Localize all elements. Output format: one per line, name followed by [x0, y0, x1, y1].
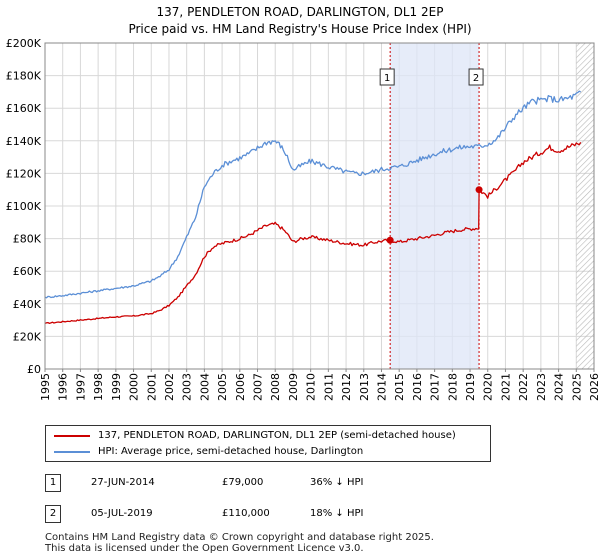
transaction-badge: 1: [45, 474, 61, 492]
y-tick-label: £200K: [6, 37, 42, 50]
x-tick-label: 2000: [128, 373, 141, 401]
transaction-point: [386, 236, 394, 244]
forecast-hatch: [576, 43, 594, 369]
x-tick-label: 2014: [375, 373, 388, 401]
x-tick-label: 2024: [553, 373, 566, 401]
series-line-hpi: [44, 90, 581, 299]
transaction-hpi-diff: 18% ↓ HPI: [310, 508, 364, 519]
x-tick-label: 2002: [163, 373, 176, 401]
chart-title: 137, PENDLETON ROAD, DARLINGTON, DL1 2EP…: [0, 4, 600, 38]
x-tick-label: 2023: [535, 373, 548, 401]
y-tick-label: £40K: [13, 298, 42, 311]
x-tick-label: 2026: [588, 373, 600, 401]
transaction-date: 05-JUL-2019: [91, 508, 153, 519]
legend-label-property: 137, PENDLETON ROAD, DARLINGTON, DL1 2EP…: [98, 430, 456, 441]
x-tick-label: 2020: [482, 373, 495, 401]
x-tick-label: 2001: [145, 373, 158, 401]
transaction-price: £79,000: [222, 477, 264, 488]
x-tick-label: 2016: [411, 373, 424, 401]
x-tick-label: 1995: [39, 373, 52, 401]
x-tick-label: 2006: [234, 373, 247, 401]
x-tick-label: 2017: [429, 373, 442, 401]
x-tick-label: 2018: [446, 373, 459, 401]
x-tick-label: 2005: [216, 373, 229, 401]
plot-frame: [44, 42, 595, 370]
series-line-property: [44, 142, 582, 325]
x-tick-label: 2011: [322, 373, 335, 401]
footer-copyright: Contains HM Land Registry data © Crown c…: [45, 532, 434, 543]
transaction-badge: 2: [45, 505, 61, 523]
footer: Contains HM Land Registry data © Crown c…: [45, 532, 434, 554]
y-tick-label: £80K: [13, 233, 42, 246]
highlight-span: [390, 43, 480, 369]
price-chart: 1 2 £0 £20K £40K £60K £80K £100K £120K £140K £160…: [6, 37, 600, 401]
x-tick-label: 2021: [499, 373, 512, 401]
transaction-price: £110,000: [222, 508, 270, 519]
x-tick-label: 1998: [92, 373, 105, 401]
transaction-label-box: [468, 68, 484, 86]
transaction-point: [475, 186, 483, 194]
transaction-label: 1: [384, 73, 390, 84]
y-tick-label: £60K: [13, 265, 42, 278]
x-tick-label: 2013: [358, 373, 371, 401]
x-tick-label: 2010: [305, 373, 318, 401]
x-tick-label: 2004: [198, 373, 211, 401]
x-tick-label: 2022: [517, 373, 530, 401]
x-tick-label: 1996: [57, 373, 70, 401]
transaction-date: 27-JUN-2014: [91, 477, 155, 488]
x-tick-label: 2012: [340, 373, 353, 401]
title-line-2: Price paid vs. HM Land Registry's House …: [128, 22, 472, 36]
transaction-hpi-diff: 36% ↓ HPI: [310, 477, 364, 488]
y-tick-label: £0: [27, 363, 41, 376]
legend-label-hpi: HPI: Average price, semi-detached house,…: [98, 446, 364, 457]
y-tick-label: £20K: [13, 330, 42, 343]
chart-legend: 137, PENDLETON ROAD, DARLINGTON, DL1 2EP…: [45, 425, 491, 462]
transaction-label: 2: [473, 73, 479, 84]
footer-licence: This data is licensed under the Open Gov…: [45, 543, 364, 554]
title-line-1: 137, PENDLETON ROAD, DARLINGTON, DL1 2EP: [156, 5, 444, 19]
transaction-label-box: [379, 68, 395, 86]
x-tick-label: 2015: [393, 373, 406, 401]
legend-swatch-property: [54, 435, 90, 437]
x-tick-label: 2009: [287, 373, 300, 401]
y-tick-label: £120K: [6, 167, 42, 180]
x-tick-label: 2003: [181, 373, 194, 401]
y-tick-label: £140K: [6, 135, 42, 148]
x-tick-label: 2019: [464, 373, 477, 401]
x-tick-label: 1997: [74, 373, 87, 401]
y-tick-label: £100K: [6, 200, 42, 213]
x-tick-label: 1999: [110, 373, 123, 401]
y-tick-label: £180K: [6, 70, 42, 83]
legend-swatch-hpi: [54, 451, 90, 453]
y-tick-label: £160K: [6, 102, 42, 115]
x-tick-label: 2008: [269, 373, 282, 401]
x-tick-label: 2007: [252, 373, 265, 401]
x-tick-label: 2025: [570, 373, 583, 401]
